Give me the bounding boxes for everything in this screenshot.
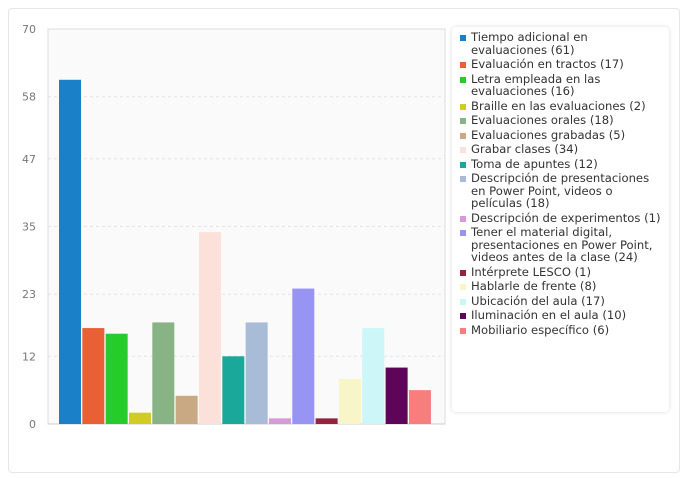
legend-item[interactable]: Hablarle de frente (8)	[460, 280, 665, 293]
legend-swatch	[460, 132, 466, 139]
legend-item[interactable]: Tiempo adicional en evaluaciones (61)	[460, 31, 665, 56]
legend-item[interactable]: Braille en las evaluaciones (2)	[460, 98, 665, 113]
legend-swatch	[460, 327, 466, 334]
legend-label: Tiempo adicional en evaluaciones (61)	[471, 30, 588, 57]
y-tick-label: 12	[22, 350, 36, 363]
bar[interactable]	[338, 378, 361, 424]
bar-series	[59, 79, 431, 424]
bar[interactable]	[385, 367, 408, 424]
legend-label: Braille en las evaluaciones (2)	[471, 98, 646, 113]
legend-item[interactable]: Toma de apuntes (12)	[460, 156, 665, 171]
legend-swatch	[460, 313, 466, 319]
y-tick-label: 58	[22, 91, 36, 104]
legend-item[interactable]: Intérprete LESCO (1)	[460, 264, 665, 279]
legend-swatch	[460, 298, 466, 305]
legend-item[interactable]: Tener el material digital, presentacione…	[460, 226, 665, 264]
legend-item[interactable]: Iluminación en el aula (10)	[460, 309, 665, 322]
legend-item[interactable]: Grabar clases (34)	[460, 143, 665, 156]
legend-item[interactable]: Evaluación en tractos (17)	[460, 58, 665, 71]
y-tick-label: 23	[22, 288, 36, 301]
bar[interactable]	[152, 322, 175, 424]
bar[interactable]	[222, 356, 245, 424]
bar[interactable]	[362, 328, 385, 424]
legend-swatch	[460, 62, 466, 68]
bar[interactable]	[59, 79, 81, 424]
legend-label: Descripción de presentaciones en Power P…	[471, 171, 650, 210]
bar[interactable]	[105, 333, 128, 424]
legend-label: Iluminación en el aula (10)	[471, 308, 627, 322]
legend-swatch	[460, 284, 466, 290]
legend-label: Grabar clases (34)	[471, 142, 579, 156]
legend-swatch	[460, 215, 466, 222]
legend-swatch	[460, 176, 466, 182]
legend-swatch	[460, 147, 466, 153]
legend-label: Evaluaciones orales (18)	[471, 113, 614, 127]
bar[interactable]	[315, 418, 338, 424]
legend-swatch	[460, 76, 466, 83]
y-tick-label: 0	[29, 418, 36, 431]
legend-label: Tener el material digital, presentacione…	[471, 225, 653, 264]
legend-label: Evaluación en tractos (17)	[471, 57, 624, 71]
y-tick-label: 35	[22, 221, 36, 234]
legend-label: Mobiliario específico (6)	[471, 322, 610, 337]
bar[interactable]	[128, 412, 151, 424]
bar[interactable]	[198, 232, 221, 424]
legend-swatch	[460, 230, 466, 236]
legend-item[interactable]: Evaluaciones grabadas (5)	[460, 127, 665, 142]
legend-item[interactable]: Mobiliario específico (6)	[460, 322, 665, 337]
y-tick-label: 47	[22, 153, 36, 166]
legend-label: Letra empleada en las evaluaciones (16)	[471, 71, 601, 98]
legend-item[interactable]: Ubicación del aula (17)	[460, 293, 665, 308]
legend-label: Intérprete LESCO (1)	[471, 264, 592, 279]
legend-item[interactable]: Descripción de experimentos (1)	[460, 210, 665, 225]
bar[interactable]	[408, 390, 431, 424]
legend-swatch	[460, 269, 466, 276]
legend-swatch	[460, 118, 466, 124]
legend-swatch	[460, 35, 466, 41]
bar[interactable]	[292, 288, 315, 424]
legend-label: Evaluaciones grabadas (5)	[471, 127, 626, 142]
legend-label: Descripción de experimentos (1)	[471, 210, 661, 225]
legend-item[interactable]: Letra empleada en las evaluaciones (16)	[460, 71, 665, 98]
legend-label: Ubicación del aula (17)	[471, 293, 605, 308]
bar[interactable]	[82, 328, 105, 424]
legend-item[interactable]: Descripción de presentaciones en Power P…	[460, 172, 665, 210]
legend-label: Hablarle de frente (8)	[471, 279, 597, 293]
legend-swatch	[460, 103, 466, 110]
legend-item[interactable]: Evaluaciones orales (18)	[460, 114, 665, 127]
bar[interactable]	[268, 418, 291, 424]
bar[interactable]	[175, 395, 198, 424]
legend-swatch	[460, 161, 466, 168]
bar[interactable]	[245, 322, 268, 424]
y-tick-label: 70	[22, 23, 36, 36]
chart-legend: Tiempo adicional en evaluaciones (61) Eva…	[452, 27, 669, 412]
legend-label: Toma de apuntes (12)	[471, 156, 598, 171]
